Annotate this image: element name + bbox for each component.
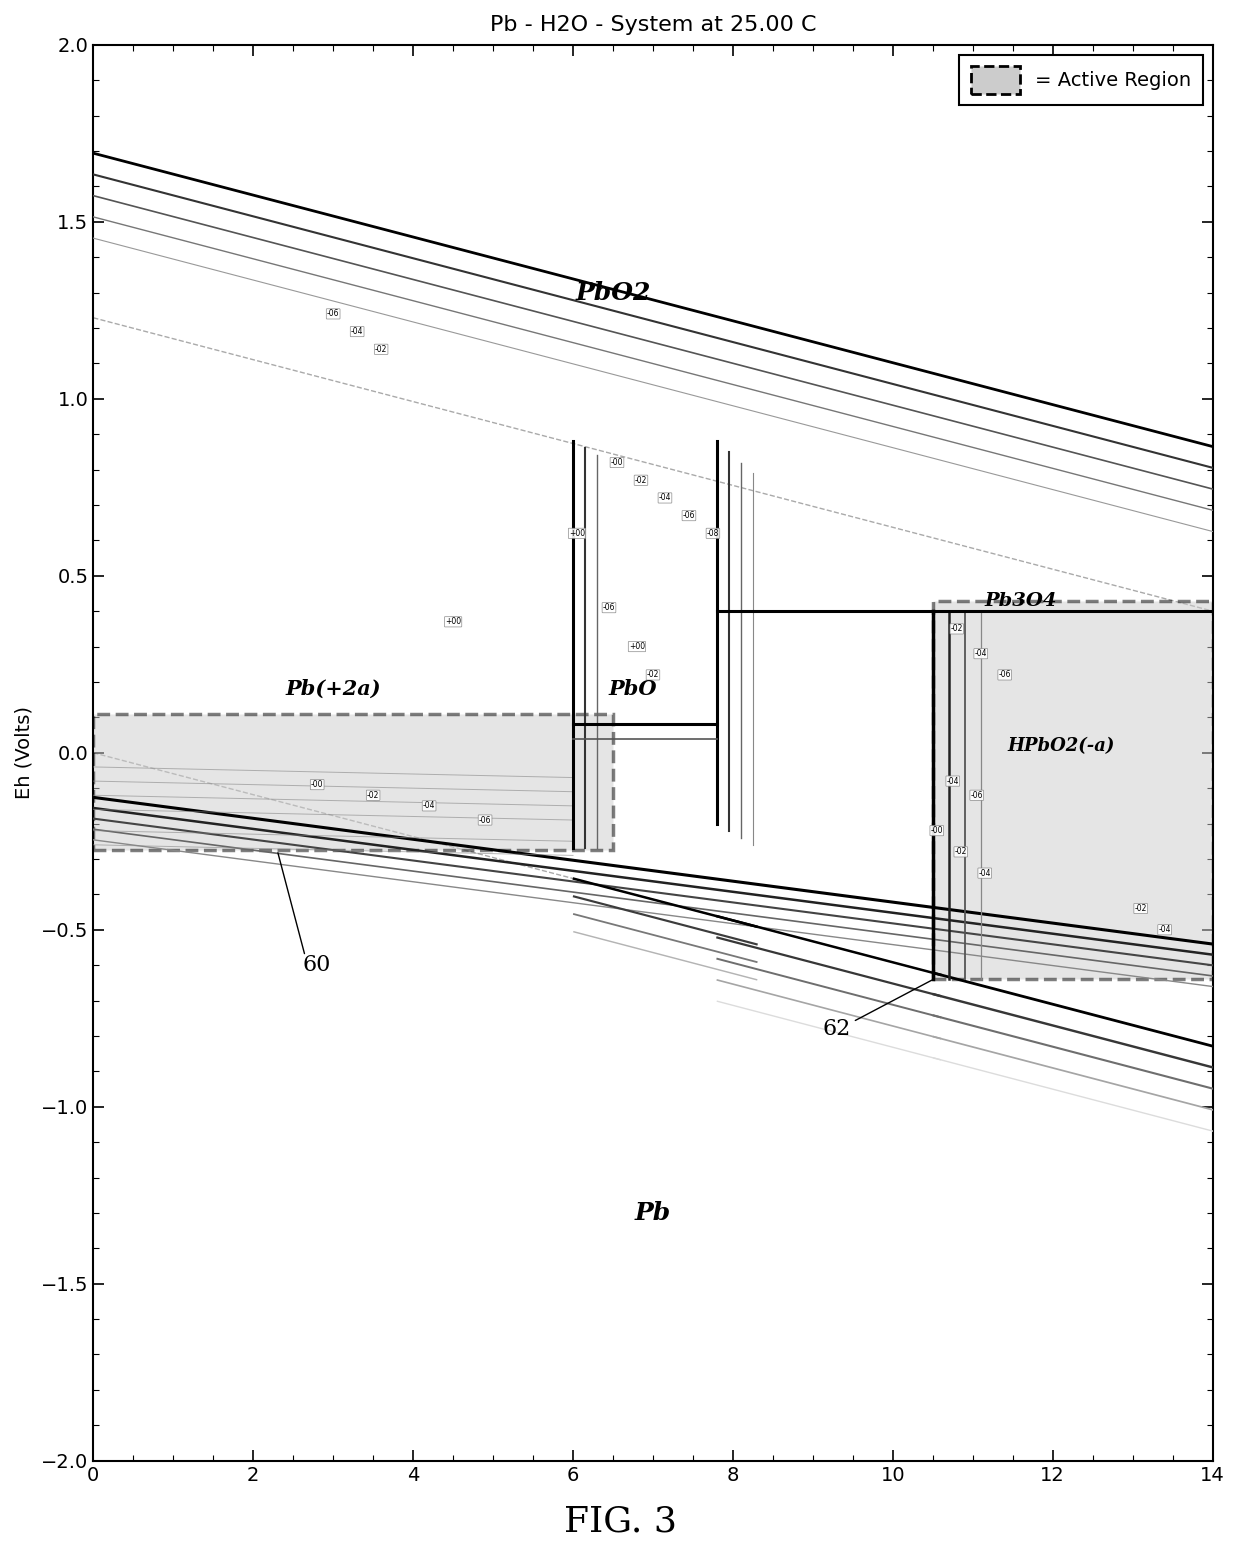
Text: -06: -06 [971, 790, 983, 800]
Title: Pb - H2O - System at 25.00 C: Pb - H2O - System at 25.00 C [490, 16, 816, 34]
Text: 60: 60 [303, 954, 331, 976]
Text: Pb3O4: Pb3O4 [985, 592, 1056, 609]
Text: -04: -04 [423, 801, 435, 811]
Text: +00: +00 [629, 642, 645, 651]
Text: -02: -02 [367, 790, 379, 800]
Text: -00: -00 [930, 826, 944, 836]
Y-axis label: Eh (Volts): Eh (Volts) [15, 706, 33, 800]
Text: Pb: Pb [635, 1201, 671, 1225]
Text: +00: +00 [569, 530, 585, 537]
Text: -08: -08 [707, 530, 719, 537]
Text: 62: 62 [822, 1018, 851, 1040]
Text: -06: -06 [479, 815, 491, 825]
Text: -06: -06 [327, 309, 340, 319]
Bar [93, 714, 613, 850]
Legend: = Active Region: = Active Region [960, 55, 1203, 106]
Text: +00: +00 [445, 617, 461, 626]
Text: -04: -04 [351, 326, 363, 336]
Text: -04: -04 [978, 868, 991, 878]
Text: PbO: PbO [609, 679, 657, 700]
Text: -04: -04 [975, 650, 987, 658]
Text: -00: -00 [311, 779, 324, 789]
Text: -06: -06 [683, 511, 696, 520]
Text: PbO2: PbO2 [575, 281, 651, 305]
Text: -02: -02 [374, 345, 387, 353]
Text: -06: -06 [603, 603, 615, 612]
Text: -04: -04 [1158, 925, 1171, 934]
Text: -06: -06 [998, 670, 1011, 679]
Text: -04: -04 [658, 494, 671, 503]
Text: HPbO2(-a): HPbO2(-a) [1007, 737, 1115, 754]
Text: -02: -02 [955, 847, 967, 856]
Text: -04: -04 [946, 776, 959, 786]
Text: Pb(+2a): Pb(+2a) [285, 679, 381, 700]
Text: -02: -02 [951, 625, 963, 634]
Text: -02: -02 [635, 476, 647, 484]
Text: -00: -00 [611, 458, 624, 467]
Text: -02: -02 [647, 670, 660, 679]
Bar [932, 600, 1213, 979]
Text: -02: -02 [1135, 904, 1147, 914]
Text: FIG. 3: FIG. 3 [563, 1504, 677, 1539]
